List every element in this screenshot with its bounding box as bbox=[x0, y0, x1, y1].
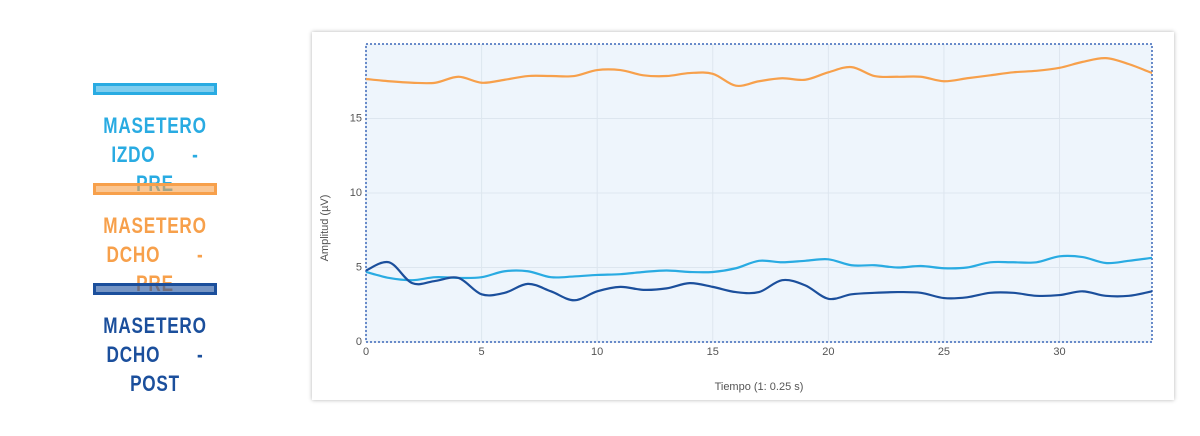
x-tick-label: 5 bbox=[479, 346, 485, 358]
legend-label: MASETERO IZDO - PRE bbox=[103, 113, 207, 196]
x-tick-label: 0 bbox=[363, 346, 369, 358]
y-tick-label: 5 bbox=[356, 261, 362, 273]
y-axis-label: Amplitud (µV) bbox=[319, 195, 331, 262]
x-tick-label: 25 bbox=[938, 346, 950, 358]
x-tick-label: 10 bbox=[591, 346, 603, 358]
legend-item: MASETERO DCHO - PRE bbox=[80, 183, 230, 298]
series-line bbox=[365, 254, 1153, 282]
legend-swatch bbox=[93, 83, 217, 95]
legend-swatch bbox=[93, 183, 217, 195]
x-tick-label: 30 bbox=[1053, 346, 1065, 358]
chart-panel: Amplitud (µV) Tiempo (1: 0.25 s) 0 5 10 15 0… bbox=[312, 32, 1174, 400]
selection-border bbox=[365, 43, 1153, 343]
legend-item: MASETERO IZDO - PRE bbox=[80, 83, 230, 198]
legend-label: MASETERO DCHO - POST bbox=[103, 313, 207, 396]
x-axis-label: Tiempo (1: 0.25 s) bbox=[715, 381, 804, 393]
chart: Amplitud (µV) Tiempo (1: 0.25 s) 0 5 10 15 0… bbox=[319, 43, 1153, 393]
legend-swatch bbox=[93, 283, 217, 295]
x-tick-label: 15 bbox=[707, 346, 719, 358]
x-tick-label: 20 bbox=[822, 346, 834, 358]
y-tick-label: 0 bbox=[356, 336, 362, 348]
y-tick-label: 10 bbox=[350, 187, 362, 199]
series-line bbox=[365, 57, 1153, 88]
legend-item: MASETERO DCHO - POST bbox=[80, 283, 230, 398]
series-line bbox=[365, 260, 1153, 302]
y-tick-label: 15 bbox=[350, 112, 362, 124]
